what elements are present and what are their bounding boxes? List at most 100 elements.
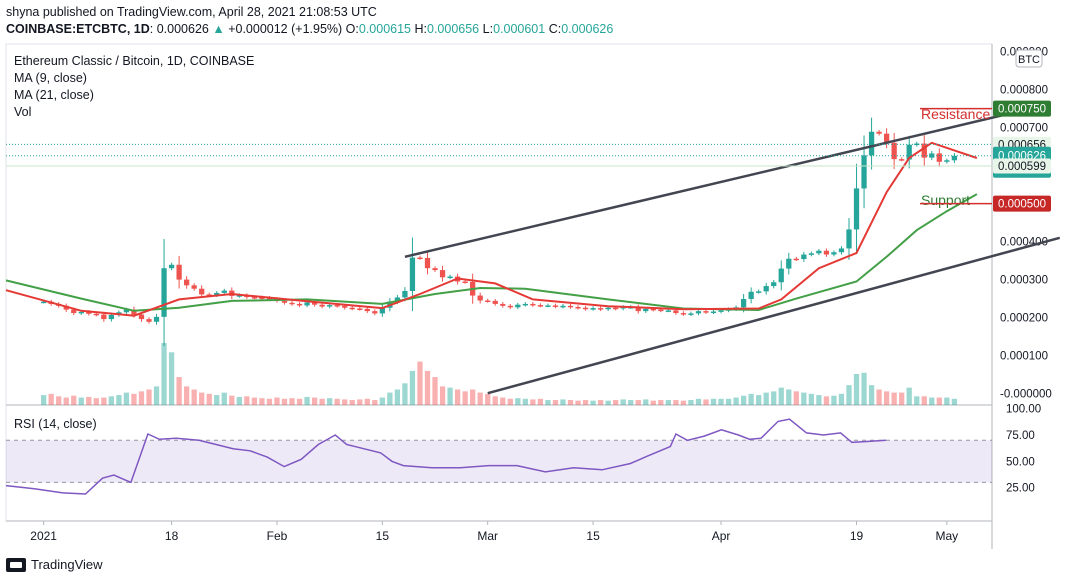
plot-area bbox=[5, 43, 993, 522]
volume-bar bbox=[199, 392, 205, 405]
rsi-tick-label: 100.00 bbox=[1006, 404, 1041, 416]
candle-body bbox=[846, 229, 852, 249]
candle-body bbox=[816, 250, 822, 254]
ma9-line bbox=[5, 141, 978, 317]
ohlc-line: COINBASE:ETCBTC, 1D: 0.000626 ▲ +0.00001… bbox=[6, 22, 614, 36]
volume-bar bbox=[259, 398, 265, 405]
volume-bar bbox=[650, 400, 656, 405]
volume-bar bbox=[206, 393, 212, 405]
rsi-tick-label: 50.00 bbox=[1006, 456, 1035, 468]
volume-bar bbox=[221, 392, 227, 405]
candle-body bbox=[906, 144, 912, 160]
candle-body bbox=[259, 297, 265, 299]
x-tick-label: 2021 bbox=[30, 529, 57, 543]
rsi-band bbox=[6, 440, 992, 483]
rsi-line bbox=[5, 418, 887, 495]
candle-body bbox=[394, 297, 401, 302]
volume-bar bbox=[635, 400, 641, 405]
volume-bar bbox=[319, 398, 325, 405]
volume-bar bbox=[357, 399, 363, 405]
candle-body bbox=[718, 310, 724, 312]
volume-bar bbox=[311, 397, 318, 405]
candle-body bbox=[786, 258, 792, 269]
legend-item: Vol bbox=[14, 105, 31, 119]
volume-bar bbox=[289, 398, 295, 405]
candle-body bbox=[409, 257, 416, 291]
candle-body bbox=[688, 313, 694, 315]
candle-body bbox=[537, 305, 544, 307]
volume-bar bbox=[214, 395, 220, 405]
volume-bar bbox=[628, 400, 634, 405]
volume-bar bbox=[756, 395, 762, 405]
volume-bar bbox=[161, 343, 167, 405]
volume-bar bbox=[831, 395, 837, 405]
candle-body bbox=[86, 311, 92, 314]
volume-bar bbox=[853, 374, 860, 405]
candle-body bbox=[921, 143, 927, 158]
y-tick-label: -0.000000 bbox=[1000, 389, 1052, 401]
volume-bar bbox=[575, 400, 581, 405]
volume-bar bbox=[740, 395, 747, 405]
volume-bar bbox=[522, 398, 528, 405]
candle-body bbox=[78, 311, 84, 314]
candle-body bbox=[650, 308, 656, 311]
candle-body bbox=[153, 316, 160, 322]
support-price-badge-bg bbox=[993, 195, 1051, 212]
candle-body bbox=[891, 142, 897, 160]
volume-bar bbox=[868, 385, 875, 405]
x-tick-label: 15 bbox=[376, 529, 390, 543]
volume-bar bbox=[244, 396, 250, 405]
high-value: 0.000656 bbox=[427, 22, 480, 36]
volume-bar bbox=[778, 387, 784, 405]
volume-bar bbox=[146, 389, 152, 405]
volume-bar bbox=[808, 393, 814, 405]
volume-bar bbox=[379, 397, 385, 405]
publisher-line: shyna published on TradingView.com, Apri… bbox=[6, 5, 377, 19]
volume-bar bbox=[793, 391, 799, 405]
close-label: C: bbox=[548, 22, 562, 36]
volume-bar bbox=[93, 398, 99, 405]
volume-bar bbox=[417, 361, 423, 405]
footer-brand: TradingView bbox=[31, 557, 103, 572]
candle-body bbox=[214, 292, 220, 296]
volume-bar bbox=[507, 398, 513, 405]
candle-body bbox=[838, 248, 845, 253]
candle-body bbox=[793, 258, 799, 261]
candle-body bbox=[251, 297, 258, 299]
candle-body bbox=[831, 252, 837, 255]
candle-body bbox=[131, 309, 137, 315]
candle-body bbox=[740, 298, 747, 308]
volume-bar bbox=[56, 396, 62, 405]
candle-body bbox=[643, 308, 649, 312]
symbol: COINBASE:ETCBTC, 1D bbox=[6, 22, 150, 36]
volume-bar bbox=[402, 383, 408, 405]
candle-body bbox=[560, 305, 566, 308]
y-tick-label: 0.000300 bbox=[1000, 275, 1048, 287]
candle-body bbox=[101, 314, 107, 320]
volume-bar bbox=[515, 398, 521, 405]
volume-bar bbox=[251, 397, 258, 405]
x-tick-label: May bbox=[936, 529, 959, 543]
volume-bar bbox=[883, 391, 890, 405]
volume-bar bbox=[176, 377, 182, 405]
volume-bar bbox=[582, 400, 589, 405]
candle-body bbox=[417, 257, 423, 260]
volume-bar bbox=[673, 400, 679, 405]
volume-bar bbox=[944, 397, 950, 405]
volume-bar bbox=[748, 393, 754, 405]
y-tick-label: 0.000700 bbox=[1000, 123, 1048, 135]
candle-body bbox=[883, 133, 890, 143]
volume-bar bbox=[274, 397, 280, 405]
volume-bar bbox=[191, 389, 197, 405]
volume-bar bbox=[387, 392, 393, 405]
currency-badge: BTC bbox=[1018, 54, 1040, 66]
candle-body bbox=[695, 311, 702, 314]
candle-body bbox=[379, 307, 385, 314]
y-tick-label: 0.000800 bbox=[1000, 85, 1048, 97]
x-tick-label: 15 bbox=[586, 529, 600, 543]
volume-bar bbox=[447, 387, 453, 405]
candle-body bbox=[108, 314, 115, 320]
candle-body bbox=[123, 309, 130, 313]
resistance-price-badge-bg bbox=[993, 100, 1051, 117]
